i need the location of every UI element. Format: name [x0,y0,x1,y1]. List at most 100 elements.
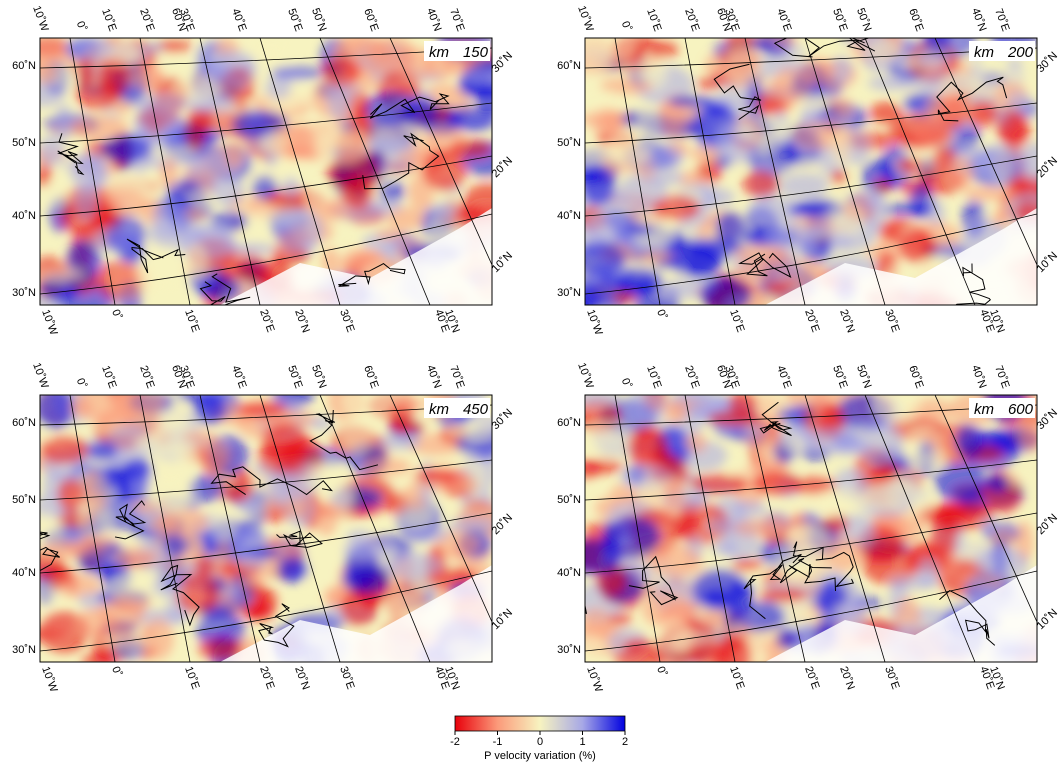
lat-label: 50˚N [12,137,36,149]
depth-unit: km [974,44,994,61]
colorbar-tick-label: 2 [622,736,628,748]
lon-label: 50˚E [285,7,304,33]
colorbar-tick-label: 0 [537,736,543,748]
lat-label: 40˚N [12,210,36,222]
lon-label: 50˚E [830,364,849,390]
lat-label: 60˚N [557,60,581,72]
lon-label: 10˚W [575,4,595,33]
lon-label: 20˚E [257,308,276,334]
lon-label: 0˚ [619,20,634,33]
lon-label: 50˚N [854,364,873,391]
lat-label: 50˚N [557,137,581,149]
lon-label: 10˚E [644,364,663,390]
colorbar-label: P velocity variation (%) [484,750,596,762]
lat-label: 30˚N [557,287,581,299]
lat-label: 50˚N [557,494,581,506]
lon-label: 60˚E [906,7,925,33]
lon-label: 20˚N [292,665,311,692]
lat-label: 40˚N [557,210,581,222]
lon-label: 10˚W [575,361,595,390]
colorbar-tick-label: -1 [493,736,503,748]
lat-label: 40˚N [12,567,36,579]
depth-value: 200 [1007,44,1034,61]
lat-label: 20˚N [1035,155,1060,180]
lon-label: 10˚W [30,361,50,390]
lon-label: 40˚E [229,7,248,33]
lat-label: 30˚N [1035,407,1060,432]
lat-label: 40˚N [557,567,581,579]
depth-value: 150 [463,44,489,61]
lon-label: 20˚N [837,665,856,692]
lon-label: 10˚E [182,308,201,334]
lon-label: 0˚ [74,377,89,390]
lon-label: 10˚E [644,7,663,33]
lon-label: 10˚E [727,665,746,691]
lon-label: 60˚E [361,7,380,33]
lon-label: 10˚W [39,308,59,337]
lon-label: 0˚ [619,377,634,390]
lon-label: 10˚E [99,364,118,390]
lat-label: 60˚N [12,60,36,72]
lon-label: 20˚E [802,308,821,334]
lon-label: 20˚E [137,7,156,33]
lon-label: 20˚N [837,308,856,335]
map-area [17,374,515,680]
lon-label: 0˚ [109,665,124,678]
lat-label: 60˚N [12,417,36,429]
lon-label: 20˚N [292,308,311,335]
lon-label: 40˚N [969,7,988,34]
map-area [0,20,516,324]
lon-label: 20˚E [802,665,821,691]
colorbar-ramp [455,716,625,731]
lon-label: 10˚W [39,665,59,694]
depth-value: 450 [463,401,489,418]
lat-label: 30˚N [12,287,36,299]
figure: km15060˚N50˚N40˚N30˚N10˚W0˚10˚E20˚E60˚N3… [0,0,1061,763]
lon-label: 10˚W [584,665,604,694]
lat-label: 10˚N [490,607,515,632]
lon-label: 40˚N [969,364,988,391]
lon-label: 10˚E [182,665,201,691]
lon-label: 60˚E [361,364,380,390]
lon-label: 30˚E [882,665,901,691]
depth-value: 600 [1008,401,1034,418]
lon-label: 0˚ [74,20,89,33]
depth-unit: km [429,44,449,61]
lat-label: 10˚N [1035,250,1060,275]
lat-label: 30˚N [490,50,515,75]
lon-label: 0˚ [654,308,669,321]
lon-label: 30˚E [337,665,356,691]
lon-label: 50˚E [285,364,304,390]
lat-label: 20˚N [1035,512,1060,537]
lon-label: 30˚E [337,308,356,334]
lon-label: 10˚E [99,7,118,33]
lat-label: 60˚N [557,417,581,429]
lon-label: 70˚E [447,7,466,33]
lon-label: 70˚E [992,7,1011,33]
lon-label: 70˚E [992,364,1011,390]
lat-label: 20˚N [490,155,515,180]
depth-unit: km [429,401,449,418]
lat-label: 30˚N [557,644,581,656]
colorbar-tick-label: -2 [450,736,460,748]
lon-label: 40˚E [774,364,793,390]
lon-label: 0˚ [654,665,669,678]
lat-label: 30˚N [1035,50,1060,75]
lon-label: 50˚E [830,7,849,33]
lon-label: 40˚E [229,364,248,390]
lat-label: 20˚N [490,512,515,537]
lat-label: 30˚N [490,407,515,432]
lat-label: 10˚N [490,250,515,275]
lon-label: 10˚W [584,308,604,337]
lon-label: 50˚N [854,7,873,34]
lon-label: 0˚ [109,308,124,321]
lon-label: 70˚E [447,364,466,390]
lon-label: 60˚E [906,364,925,390]
lon-label: 20˚E [682,7,701,33]
lat-label: 50˚N [12,494,36,506]
lon-label: 40˚N [424,7,443,34]
lon-label: 10˚W [30,4,50,33]
